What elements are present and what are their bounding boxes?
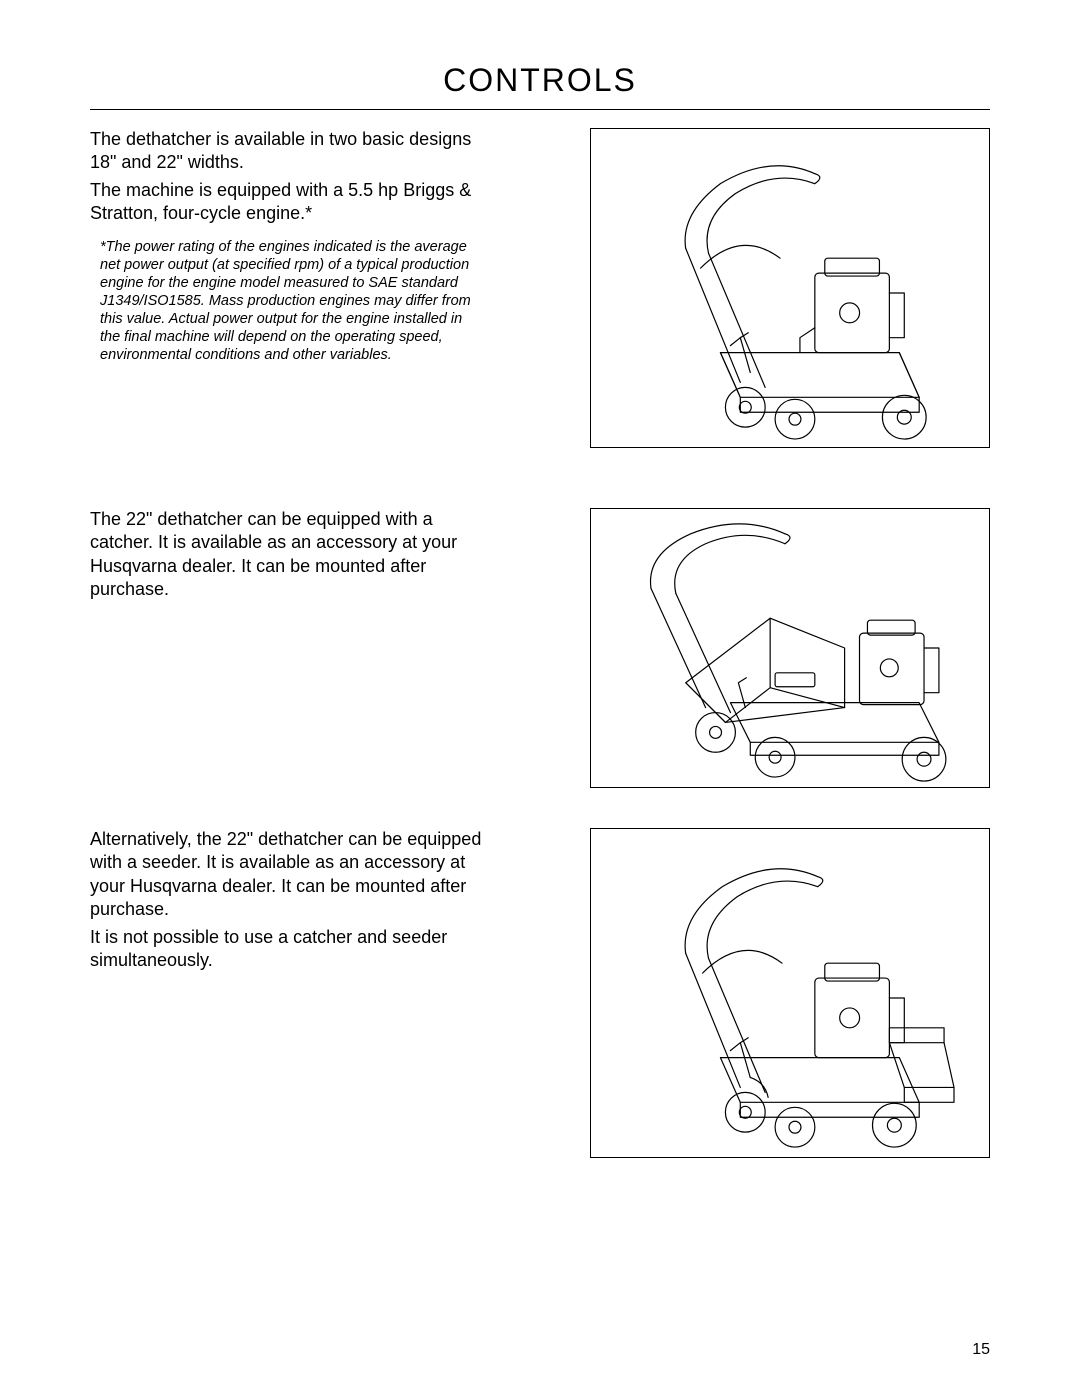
section-3-para-1: Alternatively, the 22" dethatcher can be… [90,828,490,922]
section-2-para-1: The 22" dethatcher can be equipped with … [90,508,490,602]
diagram-dethatcher-seeder [590,828,990,1158]
section-1-para-2: The machine is equipped with a 5.5 hp Br… [90,179,490,226]
section-2: The 22" dethatcher can be equipped with … [90,508,990,788]
diagram-dethatcher-catcher [590,508,990,788]
diagram-dethatcher-basic [590,128,990,448]
section-1-footnote: *The power rating of the engines indicat… [100,238,490,365]
section-3-para-2: It is not possible to use a catcher and … [90,926,490,973]
section-1: The dethatcher is available in two basic… [90,128,990,448]
section-3: Alternatively, the 22" dethatcher can be… [90,828,990,1158]
page-title: CONTROLS [90,62,990,99]
section-2-text: The 22" dethatcher can be equipped with … [90,508,510,606]
section-1-text: The dethatcher is available in two basic… [90,128,510,364]
section-1-para-1: The dethatcher is available in two basic… [90,128,490,175]
page-number: 15 [972,1341,990,1359]
section-3-text: Alternatively, the 22" dethatcher can be… [90,828,510,976]
title-rule [90,109,990,110]
